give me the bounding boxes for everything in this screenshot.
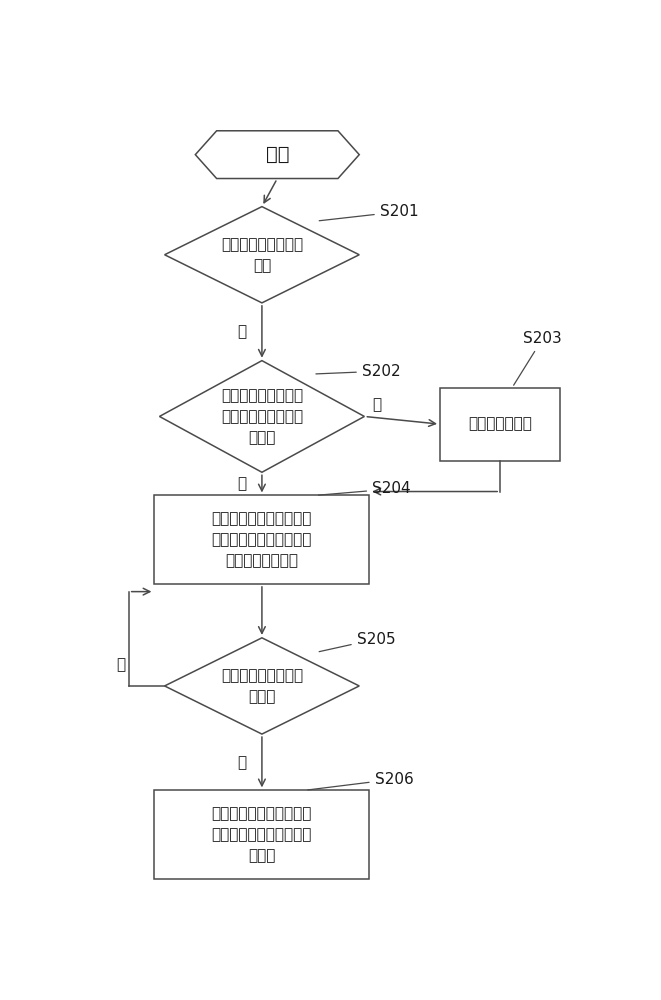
Text: S201: S201 xyxy=(319,204,418,221)
Text: 是: 是 xyxy=(237,755,246,770)
Text: 判断是否有制动机解
锁操作: 判断是否有制动机解 锁操作 xyxy=(221,668,303,704)
Text: S203: S203 xyxy=(514,331,562,385)
Bar xyxy=(155,495,369,584)
Text: 列车是否已施加全制
动或抑制制动的第一
制动力: 列车是否已施加全制 动或抑制制动的第一 制动力 xyxy=(221,388,303,445)
Text: 否: 否 xyxy=(372,397,381,412)
Text: 是: 是 xyxy=(237,476,246,491)
Text: 否: 否 xyxy=(116,657,126,672)
Text: 电空制动机接管列车制动
控制权，列车进入电空制
动模式: 电空制动机接管列车制动 控制权，列车进入电空制 动模式 xyxy=(212,806,312,863)
Text: 判断是否有第一切换
请求: 判断是否有第一切换 请求 xyxy=(221,237,303,273)
Text: S205: S205 xyxy=(319,632,395,652)
Bar xyxy=(440,388,561,461)
Bar xyxy=(155,790,369,879)
Text: 开始: 开始 xyxy=(266,145,289,164)
Text: S204: S204 xyxy=(319,481,410,496)
Text: 使能电空制动系统，对列
车管进行全制动减压，然
后锁闭电空制动机: 使能电空制动系统，对列 车管进行全制动减压，然 后锁闭电空制动机 xyxy=(212,511,312,568)
Text: 施加第一制动力: 施加第一制动力 xyxy=(468,417,532,432)
Text: 是: 是 xyxy=(237,324,246,339)
Text: S206: S206 xyxy=(308,772,413,790)
Text: S202: S202 xyxy=(316,364,401,379)
